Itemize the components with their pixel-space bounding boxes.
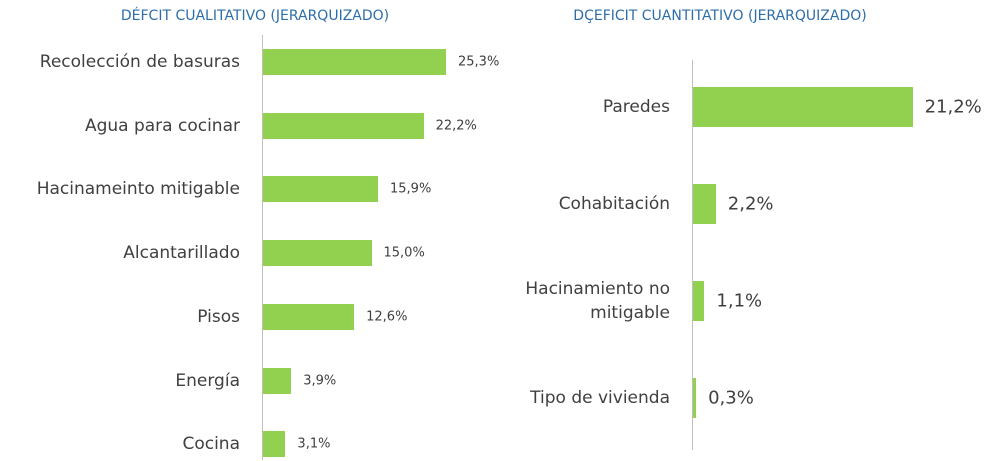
chart-title: DÇEFICIT CUANTITATIVO (JERARQUIZADO) <box>573 8 867 24</box>
value-label: 15,9% <box>390 181 432 197</box>
bar <box>693 378 697 418</box>
bar <box>693 184 716 224</box>
axis-line <box>262 35 263 460</box>
value-label: 0,3% <box>708 387 754 409</box>
category-label: Hacinamiento no mitigable <box>525 279 670 323</box>
bar <box>263 176 378 203</box>
bar <box>263 49 446 75</box>
value-label: 25,3% <box>458 54 500 70</box>
axis-line <box>692 60 693 450</box>
category-label: Recolección de basuras <box>39 52 240 72</box>
bar <box>693 281 705 321</box>
bar <box>263 431 286 458</box>
chart-title: DÉFCIT CUALITATIVO (JERARQUIZADO) <box>120 8 390 24</box>
value-label: 2,2% <box>727 193 774 215</box>
value-label: 1,1% <box>716 290 763 312</box>
bar <box>263 303 355 330</box>
category-label: Paredes <box>602 97 670 117</box>
value-label: 21,2% <box>924 96 982 118</box>
category-label: Cocina <box>182 434 240 455</box>
bar <box>693 87 913 127</box>
value-label: 12,6% <box>366 309 408 325</box>
category-label: Hacinameinto mitigable <box>36 179 240 200</box>
category-label: Tipo de vivienda <box>530 388 670 408</box>
category-label: Pisos <box>197 306 240 327</box>
category-label: Cohabitación <box>558 194 670 214</box>
category-label: Agua para cocinar <box>84 115 240 136</box>
value-label: 3,1% <box>297 436 331 452</box>
category-label: Alcantarillado <box>123 243 240 264</box>
value-label: 3,9% <box>303 373 337 388</box>
value-label: 15,0% <box>383 245 425 261</box>
bar <box>263 112 424 139</box>
bar <box>263 240 372 267</box>
bar <box>263 367 292 394</box>
value-label: 22,2% <box>435 118 477 134</box>
category-label: Energía <box>175 370 240 391</box>
